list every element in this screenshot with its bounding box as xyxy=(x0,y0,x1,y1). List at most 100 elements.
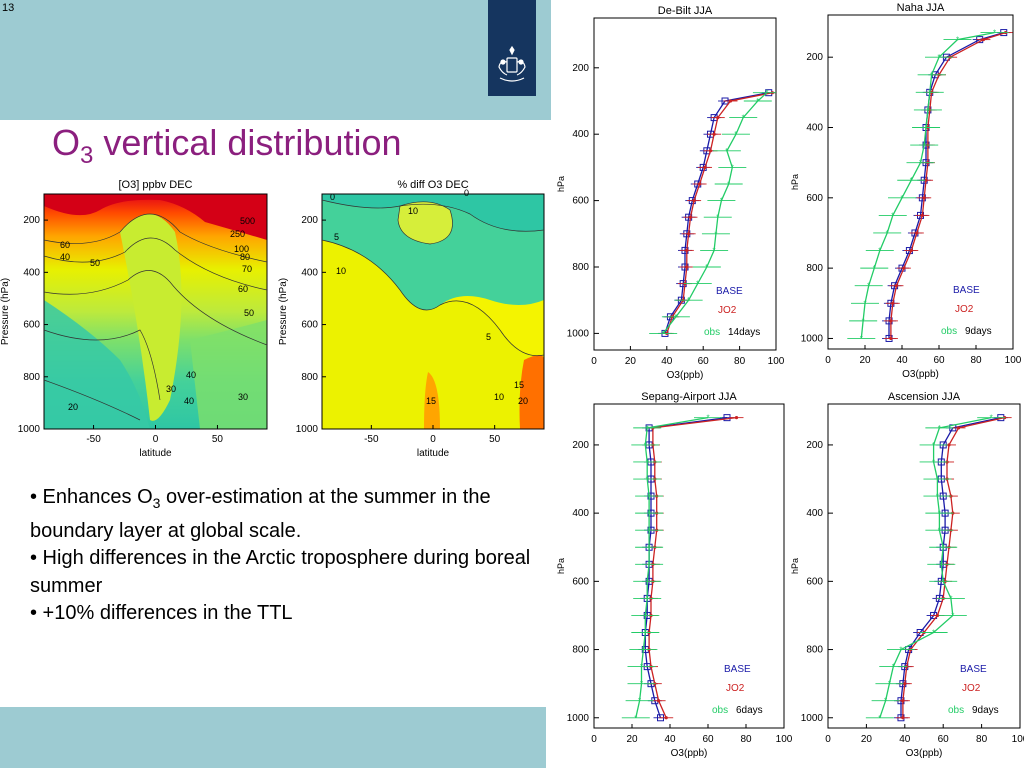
legend-obs: obs xyxy=(712,705,728,716)
x-tick-label: 60 xyxy=(933,355,945,366)
diff-map-red-patch xyxy=(519,355,544,429)
data-point: * xyxy=(862,317,865,326)
contour-label: 5 xyxy=(334,232,339,242)
title-rest: vertical distribution xyxy=(93,122,402,163)
diff-map-orange-patch xyxy=(424,372,440,429)
data-point xyxy=(685,248,689,252)
data-point: * xyxy=(706,414,709,423)
y-tick-label: 800 xyxy=(572,645,589,656)
x-axis-label: O3(ppb) xyxy=(667,370,704,381)
y-tick-label: 200 xyxy=(301,215,318,226)
data-point: * xyxy=(720,197,723,206)
data-point: * xyxy=(714,230,717,239)
data-point: * xyxy=(662,329,665,338)
x-axis-label: latitude xyxy=(139,448,172,459)
y-tick-label: 200 xyxy=(806,440,823,451)
data-point: * xyxy=(765,89,768,98)
bullet-item: • Enhances O3 over-estimation at the sum… xyxy=(30,486,491,542)
y-tick-label: 600 xyxy=(806,576,823,587)
legend-base: BASE xyxy=(960,664,987,675)
data-point: * xyxy=(696,280,699,289)
x-tick-label: 40 xyxy=(899,734,911,745)
legend-days: 9days xyxy=(965,326,992,337)
heatmap-title: [O3] ppbv DEC xyxy=(119,179,193,191)
y-tick-label: 800 xyxy=(23,372,40,383)
data-point: * xyxy=(648,560,651,569)
contour-label: 40 xyxy=(186,370,196,380)
x-axis-label: O3(ppb) xyxy=(906,748,943,759)
data-point: * xyxy=(932,458,935,467)
x-tick-label: 20 xyxy=(859,355,871,366)
profile-frame xyxy=(827,14,1014,350)
data-point xyxy=(688,215,693,219)
data-point: * xyxy=(940,560,943,569)
legend-days: 6days xyxy=(736,705,763,716)
data-point: * xyxy=(860,334,863,343)
contour-label: 250 xyxy=(230,229,245,239)
data-point: * xyxy=(644,441,647,450)
data-point: * xyxy=(644,629,647,638)
contour-label: 15 xyxy=(426,396,436,406)
contour-label: 50 xyxy=(90,258,100,268)
y-tick-label: 1000 xyxy=(801,333,824,344)
x-tick-label: -50 xyxy=(86,434,101,445)
profile-plot-area: **************** xyxy=(649,89,776,338)
data-point xyxy=(687,232,691,236)
data-point: * xyxy=(942,577,945,586)
profile-title: De-Bilt JJA xyxy=(658,5,713,17)
contour-label: 60 xyxy=(238,284,248,294)
data-point xyxy=(728,99,733,103)
data-point: * xyxy=(938,526,941,535)
y-tick-label: 400 xyxy=(301,267,318,278)
legend-base: BASE xyxy=(716,286,743,297)
data-point: * xyxy=(646,458,649,467)
data-point xyxy=(935,613,940,618)
y-tick-label: 1000 xyxy=(567,713,590,724)
data-point xyxy=(889,319,893,323)
y-tick-label: 400 xyxy=(572,129,589,140)
legend-obs: obs xyxy=(941,326,957,337)
data-point: * xyxy=(756,97,759,106)
data-point xyxy=(692,199,696,203)
legend-jo2: JO2 xyxy=(726,683,745,694)
o3-map-north-low xyxy=(190,320,267,429)
data-point: * xyxy=(891,211,894,220)
data-point: * xyxy=(731,163,734,172)
data-point: * xyxy=(924,124,927,133)
data-point: * xyxy=(888,680,891,689)
x-tick-label: 0 xyxy=(591,356,597,367)
lion-crest-icon xyxy=(498,45,526,82)
data-point xyxy=(716,116,720,120)
data-point: * xyxy=(646,424,649,433)
y-tick-label: 200 xyxy=(23,215,40,226)
legend-obs: obs xyxy=(948,705,964,716)
data-point xyxy=(697,182,702,186)
data-point xyxy=(915,231,919,235)
y-tick-label: 600 xyxy=(23,320,40,331)
x-tick-label: 100 xyxy=(1012,734,1024,745)
y-tick-label: 1000 xyxy=(18,424,41,435)
data-point: * xyxy=(949,594,952,603)
title-subscript: 3 xyxy=(80,142,94,170)
data-point: * xyxy=(638,697,641,706)
data-point: * xyxy=(993,29,996,38)
contour-label: 20 xyxy=(68,402,78,412)
data-point: * xyxy=(936,492,939,501)
x-tick-label: 80 xyxy=(740,734,752,745)
y-tick-label: 1000 xyxy=(567,328,590,339)
y-tick-label: 800 xyxy=(572,262,589,273)
data-point: * xyxy=(936,475,939,484)
o3-map-south-low xyxy=(44,300,150,429)
series-line-jo2 xyxy=(666,92,773,334)
profile-title: Ascension JJA xyxy=(888,391,961,403)
data-point: * xyxy=(937,53,940,62)
data-point xyxy=(924,178,928,182)
contour-label: 80 xyxy=(240,252,250,262)
data-point: * xyxy=(648,526,651,535)
data-point: * xyxy=(648,492,651,501)
x-tick-label: 80 xyxy=(734,356,746,367)
data-point: * xyxy=(990,414,993,423)
x-tick-label: 60 xyxy=(698,356,710,367)
series-line-obs xyxy=(662,92,768,334)
y-tick-label: 400 xyxy=(806,508,823,519)
